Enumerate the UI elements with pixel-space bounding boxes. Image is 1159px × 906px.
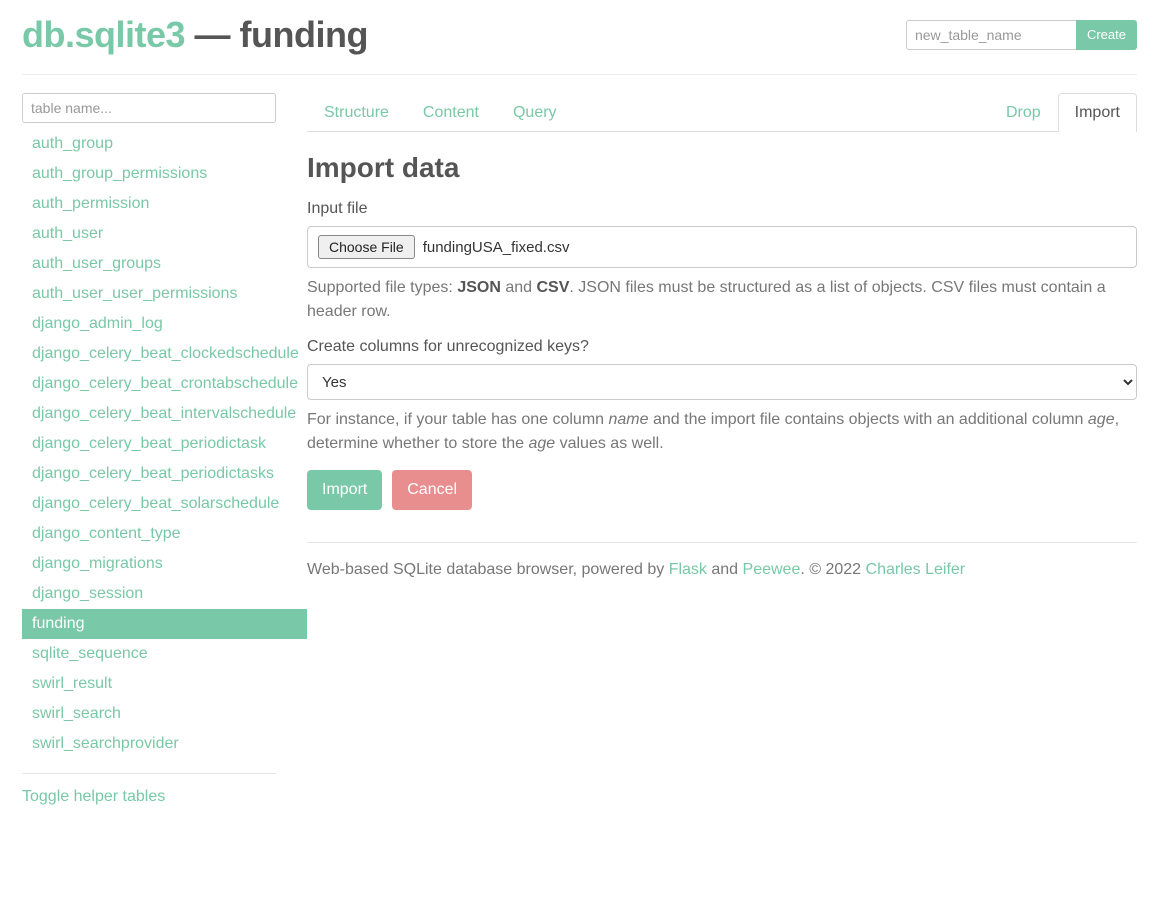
footer-link-peewee[interactable]: Peewee: [743, 561, 801, 578]
sidebar-table-django-celery-beat-crontabschedule[interactable]: django_celery_beat_crontabschedule: [22, 369, 307, 399]
sidebar-table-auth-user-groups[interactable]: auth_user_groups: [22, 249, 307, 279]
create-table-form: Create: [906, 20, 1137, 50]
tab-drop[interactable]: Drop: [989, 93, 1058, 132]
choose-file-button[interactable]: Choose File: [318, 235, 415, 259]
table-list-item: django_content_type: [22, 519, 307, 549]
tab-import[interactable]: Import: [1058, 93, 1137, 132]
input-file-label: Input file: [307, 200, 1137, 218]
table-list-item: swirl_searchprovider: [22, 729, 307, 759]
table-list-item: django_session: [22, 579, 307, 609]
file-help-pre: Supported file types:: [307, 279, 457, 296]
main-content: Structure Content Query Drop Import Impo…: [307, 93, 1137, 806]
table-list: auth_groupauth_group_permissionsauth_per…: [22, 129, 307, 759]
sidebar-table-django-celery-beat-solarschedule[interactable]: django_celery_beat_solarschedule: [22, 489, 307, 519]
sidebar-table-swirl-searchprovider[interactable]: swirl_searchprovider: [22, 729, 307, 759]
footer-text-mid: . © 2022: [800, 561, 865, 578]
sidebar-table-django-celery-beat-periodictask[interactable]: django_celery_beat_periodictask: [22, 429, 307, 459]
sidebar: auth_groupauth_group_permissionsauth_per…: [22, 93, 307, 806]
table-list-item: auth_group: [22, 129, 307, 159]
sidebar-table-swirl-result[interactable]: swirl_result: [22, 669, 307, 699]
cols-help-name: name: [609, 411, 649, 428]
footer-link-flask[interactable]: Flask: [669, 561, 707, 578]
title-table-name: funding: [240, 14, 368, 55]
cols-help-age2: age: [528, 435, 555, 452]
db-name-link[interactable]: db.sqlite3: [22, 14, 185, 55]
import-button[interactable]: Import: [307, 470, 382, 510]
table-list-item: swirl_result: [22, 669, 307, 699]
sidebar-table-django-celery-beat-clockedschedule[interactable]: django_celery_beat_clockedschedule: [22, 339, 307, 369]
sidebar-table-swirl-search[interactable]: swirl_search: [22, 699, 307, 729]
table-list-item: django_celery_beat_solarschedule: [22, 489, 307, 519]
cols-help-pre: For instance, if your table has one colu…: [307, 411, 609, 428]
create-columns-group: Create columns for unrecognized keys? Ye…: [307, 338, 1137, 456]
cols-help-mid: and the import file contains objects wit…: [649, 411, 1088, 428]
form-actions: Import Cancel: [307, 470, 1137, 510]
tabs: Structure Content Query Drop Import: [307, 93, 1137, 132]
footer-link-author[interactable]: Charles Leifer: [866, 561, 966, 578]
table-list-item: sqlite_sequence: [22, 639, 307, 669]
table-list-item: swirl_search: [22, 699, 307, 729]
create-columns-select[interactable]: YesNo: [307, 364, 1137, 400]
tab-structure[interactable]: Structure: [307, 93, 406, 132]
sidebar-divider: [22, 773, 276, 774]
sidebar-table-auth-group-permissions[interactable]: auth_group_permissions: [22, 159, 307, 189]
sidebar-table-django-celery-beat-intervalschedule[interactable]: django_celery_beat_intervalschedule: [22, 399, 307, 429]
file-help-text: Supported file types: JSON and CSV. JSON…: [307, 276, 1137, 324]
sidebar-table-django-content-type[interactable]: django_content_type: [22, 519, 307, 549]
table-list-item: django_celery_beat_clockedschedule: [22, 339, 307, 369]
sidebar-table-django-celery-beat-periodictasks[interactable]: django_celery_beat_periodictasks: [22, 459, 307, 489]
table-list-item: auth_user_groups: [22, 249, 307, 279]
footer-text-pre: Web-based SQLite database browser, power…: [307, 561, 669, 578]
table-list-item: auth_user: [22, 219, 307, 249]
footer: Web-based SQLite database browser, power…: [307, 542, 1137, 579]
sidebar-table-auth-user-user-permissions[interactable]: auth_user_user_permissions: [22, 279, 307, 309]
sidebar-table-django-migrations[interactable]: django_migrations: [22, 549, 307, 579]
page-header: db.sqlite3 — funding Create: [22, 0, 1137, 75]
sidebar-table-auth-permission[interactable]: auth_permission: [22, 189, 307, 219]
create-table-button[interactable]: Create: [1076, 20, 1137, 50]
sidebar-table-sqlite-sequence[interactable]: sqlite_sequence: [22, 639, 307, 669]
cols-help-age1: age: [1088, 411, 1115, 428]
sidebar-table-django-session[interactable]: django_session: [22, 579, 307, 609]
table-list-item: django_migrations: [22, 549, 307, 579]
sidebar-table-auth-group[interactable]: auth_group: [22, 129, 307, 159]
table-list-item: django_celery_beat_crontabschedule: [22, 369, 307, 399]
footer-text-and: and: [707, 561, 743, 578]
selected-filename: fundingUSA_fixed.csv: [423, 239, 570, 256]
sidebar-table-funding[interactable]: funding: [22, 609, 307, 639]
tab-query[interactable]: Query: [496, 93, 574, 132]
tabs-spacer: [574, 93, 989, 131]
sidebar-table-django-admin-log[interactable]: django_admin_log: [22, 309, 307, 339]
title-separator: —: [185, 14, 240, 55]
cancel-button[interactable]: Cancel: [392, 470, 472, 510]
columns-help-text: For instance, if your table has one colu…: [307, 408, 1137, 456]
table-list-item: funding: [22, 609, 307, 639]
table-list-item: auth_user_user_permissions: [22, 279, 307, 309]
table-list-item: django_celery_beat_periodictasks: [22, 459, 307, 489]
import-heading: Import data: [307, 152, 1137, 184]
cols-help-post: values as well.: [555, 435, 664, 452]
create-columns-label: Create columns for unrecognized keys?: [307, 338, 1137, 356]
toggle-helper-tables-link[interactable]: Toggle helper tables: [22, 788, 165, 805]
new-table-name-input[interactable]: [906, 20, 1076, 50]
table-list-item: auth_permission: [22, 189, 307, 219]
file-help-and: and: [501, 279, 537, 296]
sidebar-table-auth-user[interactable]: auth_user: [22, 219, 307, 249]
tab-content[interactable]: Content: [406, 93, 496, 132]
table-list-item: django_celery_beat_periodictask: [22, 429, 307, 459]
file-help-json: JSON: [457, 279, 501, 296]
table-list-item: django_celery_beat_intervalschedule: [22, 399, 307, 429]
table-list-item: auth_group_permissions: [22, 159, 307, 189]
page-title: db.sqlite3 — funding: [22, 14, 368, 56]
file-help-csv: CSV: [536, 279, 569, 296]
file-input-container[interactable]: Choose File fundingUSA_fixed.csv: [307, 226, 1137, 268]
table-filter-input[interactable]: [22, 93, 276, 123]
table-list-item: django_admin_log: [22, 309, 307, 339]
input-file-group: Input file Choose File fundingUSA_fixed.…: [307, 200, 1137, 324]
